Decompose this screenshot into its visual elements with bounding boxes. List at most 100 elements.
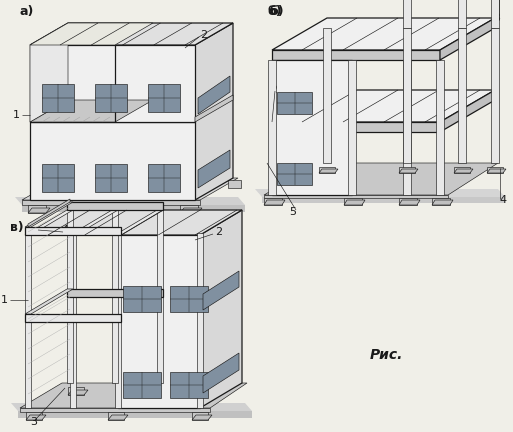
Polygon shape: [25, 227, 121, 235]
Text: 1: 1: [1, 295, 8, 305]
Polygon shape: [454, 167, 470, 173]
Polygon shape: [432, 198, 450, 205]
Polygon shape: [203, 353, 239, 393]
Polygon shape: [344, 200, 365, 205]
Polygon shape: [123, 286, 161, 312]
Polygon shape: [70, 210, 118, 235]
Polygon shape: [15, 197, 245, 205]
Polygon shape: [22, 178, 238, 200]
Polygon shape: [440, 18, 495, 60]
Polygon shape: [30, 122, 195, 200]
Polygon shape: [228, 180, 241, 188]
Polygon shape: [42, 164, 74, 192]
Polygon shape: [399, 169, 418, 173]
Text: 2: 2: [200, 30, 207, 40]
Polygon shape: [105, 205, 123, 213]
Polygon shape: [170, 286, 208, 312]
Polygon shape: [399, 200, 420, 205]
Polygon shape: [192, 415, 212, 420]
Polygon shape: [25, 314, 121, 322]
Polygon shape: [436, 60, 444, 195]
Polygon shape: [323, 28, 331, 163]
Polygon shape: [42, 84, 74, 112]
Text: 3: 3: [493, 13, 500, 23]
Polygon shape: [95, 84, 127, 112]
Polygon shape: [264, 200, 285, 205]
Polygon shape: [95, 164, 127, 192]
Polygon shape: [487, 167, 503, 173]
Text: Рис.: Рис.: [370, 348, 403, 362]
Polygon shape: [118, 235, 200, 408]
Polygon shape: [403, 60, 411, 195]
Polygon shape: [148, 84, 180, 112]
Polygon shape: [28, 210, 242, 235]
Polygon shape: [28, 199, 70, 227]
Polygon shape: [264, 195, 448, 198]
Polygon shape: [68, 387, 84, 395]
Text: 4: 4: [62, 225, 69, 235]
Text: 1: 1: [12, 110, 19, 120]
Polygon shape: [487, 169, 506, 173]
Polygon shape: [150, 387, 166, 395]
Polygon shape: [28, 205, 46, 213]
Polygon shape: [30, 100, 153, 122]
Polygon shape: [18, 411, 252, 418]
Polygon shape: [198, 150, 230, 188]
Polygon shape: [67, 208, 73, 383]
Polygon shape: [11, 403, 252, 411]
Polygon shape: [195, 23, 233, 200]
Polygon shape: [67, 289, 163, 297]
Polygon shape: [26, 412, 42, 420]
Polygon shape: [272, 60, 352, 195]
Polygon shape: [105, 208, 127, 213]
Polygon shape: [30, 23, 233, 45]
Polygon shape: [272, 90, 495, 122]
Polygon shape: [112, 208, 118, 383]
Polygon shape: [277, 163, 312, 185]
Polygon shape: [319, 169, 338, 173]
Polygon shape: [148, 164, 180, 192]
Polygon shape: [203, 271, 239, 310]
Text: 5: 5: [289, 207, 297, 217]
Text: 2: 2: [215, 227, 222, 237]
Polygon shape: [344, 198, 362, 205]
Polygon shape: [192, 412, 208, 420]
Polygon shape: [25, 202, 73, 227]
Polygon shape: [123, 372, 161, 398]
Polygon shape: [67, 202, 163, 210]
Polygon shape: [432, 200, 453, 205]
Text: 2: 2: [270, 85, 277, 95]
Polygon shape: [255, 189, 505, 197]
Polygon shape: [399, 167, 415, 173]
Polygon shape: [403, 0, 411, 28]
Polygon shape: [440, 90, 495, 132]
Polygon shape: [198, 76, 230, 114]
Polygon shape: [26, 415, 46, 420]
Polygon shape: [491, 0, 499, 28]
Polygon shape: [319, 167, 335, 173]
Polygon shape: [399, 198, 417, 205]
Polygon shape: [264, 163, 498, 195]
Polygon shape: [458, 0, 466, 28]
Polygon shape: [25, 289, 73, 314]
Polygon shape: [157, 208, 163, 383]
Polygon shape: [170, 372, 208, 398]
Text: 3: 3: [30, 417, 37, 427]
Polygon shape: [491, 28, 499, 163]
Polygon shape: [180, 205, 198, 213]
Polygon shape: [20, 383, 247, 408]
Polygon shape: [403, 28, 411, 163]
Polygon shape: [28, 208, 50, 213]
Polygon shape: [268, 60, 276, 195]
Polygon shape: [30, 45, 195, 122]
Polygon shape: [115, 233, 121, 408]
Polygon shape: [22, 205, 245, 212]
Polygon shape: [197, 233, 203, 408]
Text: а): а): [20, 6, 34, 19]
Text: б): б): [268, 6, 283, 19]
Polygon shape: [195, 95, 233, 122]
Polygon shape: [25, 210, 73, 235]
Text: в): в): [10, 222, 24, 235]
Text: 4: 4: [500, 195, 506, 205]
Polygon shape: [108, 415, 128, 420]
